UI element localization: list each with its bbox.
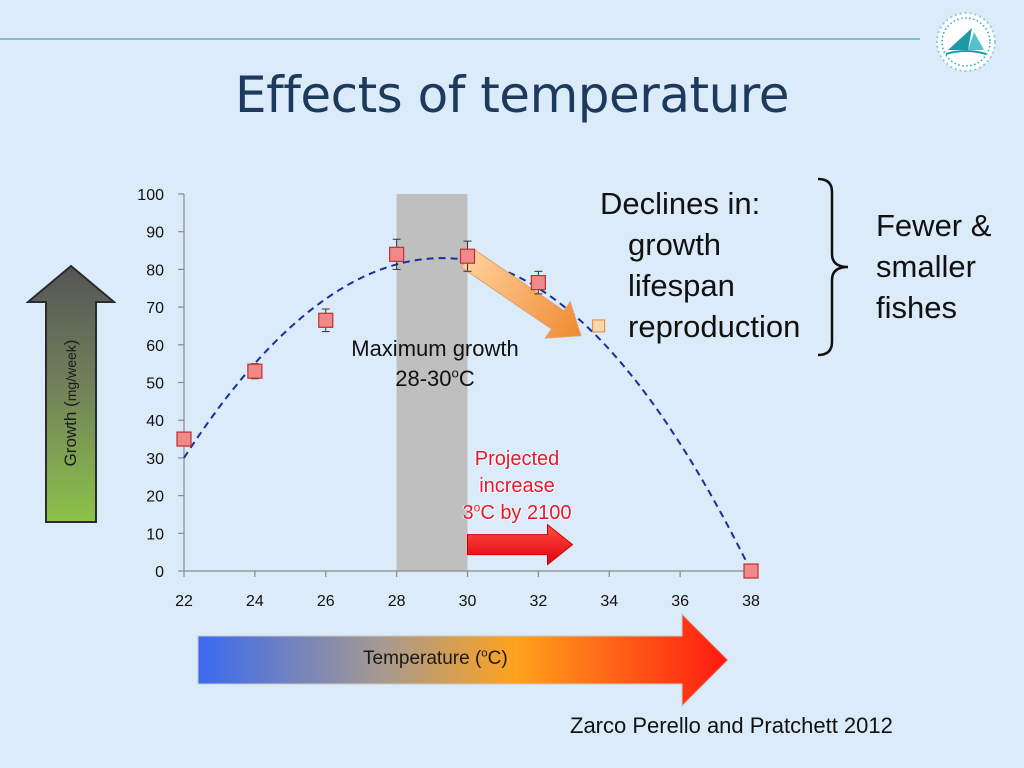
projected-increase-annotation: Projected increase 3oC by 2100: [462, 448, 572, 524]
max-growth-annotation: Maximum growth 28-30oC: [351, 336, 519, 391]
citation: Zarco Perello and Pratchett 2012: [570, 713, 893, 738]
x-axis-label: Temperature (oC): [363, 647, 508, 669]
declines-item-lifespan: lifespan: [628, 268, 735, 303]
y-tick-label-0: 0: [155, 564, 164, 581]
organization-logo: [936, 12, 996, 72]
data-point-5: [530, 274, 546, 291]
declines-header: Declines in:: [600, 186, 761, 221]
growth-up-arrow: [26, 264, 116, 523]
projected-increase-arrow: [467, 523, 574, 566]
y-tick-label-20: 20: [146, 489, 164, 506]
projected-point-0: [592, 319, 606, 333]
slide-title: Effects of temperature: [235, 66, 789, 124]
declines-item-growth: growth: [628, 227, 722, 262]
y-tick-label-60: 60: [146, 338, 164, 355]
x-tick-label-38: 38: [742, 593, 760, 610]
y-tick-label-10: 10: [146, 526, 164, 543]
y-tick-label-70: 70: [146, 300, 164, 317]
y-tick-label-40: 40: [146, 413, 164, 430]
y-tick-label-100: 100: [137, 187, 164, 204]
right-brace: [817, 177, 849, 357]
temperature-arrow: [197, 612, 729, 708]
y-tick-label-50: 50: [146, 376, 164, 393]
x-tick-label-26: 26: [317, 593, 335, 610]
declines-item-reproduction: reproduction: [628, 309, 801, 344]
declines-list: Declines in: growth lifespan reproductio…: [600, 183, 800, 347]
header-rule: [0, 38, 920, 40]
data-point-4: [459, 248, 476, 264]
data-point-6: [743, 563, 759, 579]
y-tick-label-80: 80: [146, 262, 164, 279]
y-axis-label: Growth (mg/week): [61, 339, 80, 467]
y-tick-label-30: 30: [146, 451, 164, 468]
x-tick-label-28: 28: [388, 593, 406, 610]
data-point-1: [247, 363, 263, 379]
max-growth-band: [396, 194, 468, 571]
decline-arrow: [460, 248, 582, 339]
data-point-2: [318, 312, 334, 328]
y-tick-label-90: 90: [146, 225, 164, 242]
x-tick-label-32: 32: [529, 593, 547, 610]
x-tick-label-30: 30: [459, 593, 477, 610]
x-tick-label-34: 34: [600, 593, 618, 610]
x-tick-label-36: 36: [671, 593, 689, 610]
y-axis-unit: mg/week: [63, 345, 79, 402]
data-point-0: [176, 431, 192, 447]
fewer-smaller-fishes: Fewer & smaller fishes: [876, 208, 992, 325]
data-point-3: [389, 246, 405, 262]
x-tick-label-22: 22: [175, 593, 193, 610]
x-tick-label-24: 24: [246, 593, 264, 610]
